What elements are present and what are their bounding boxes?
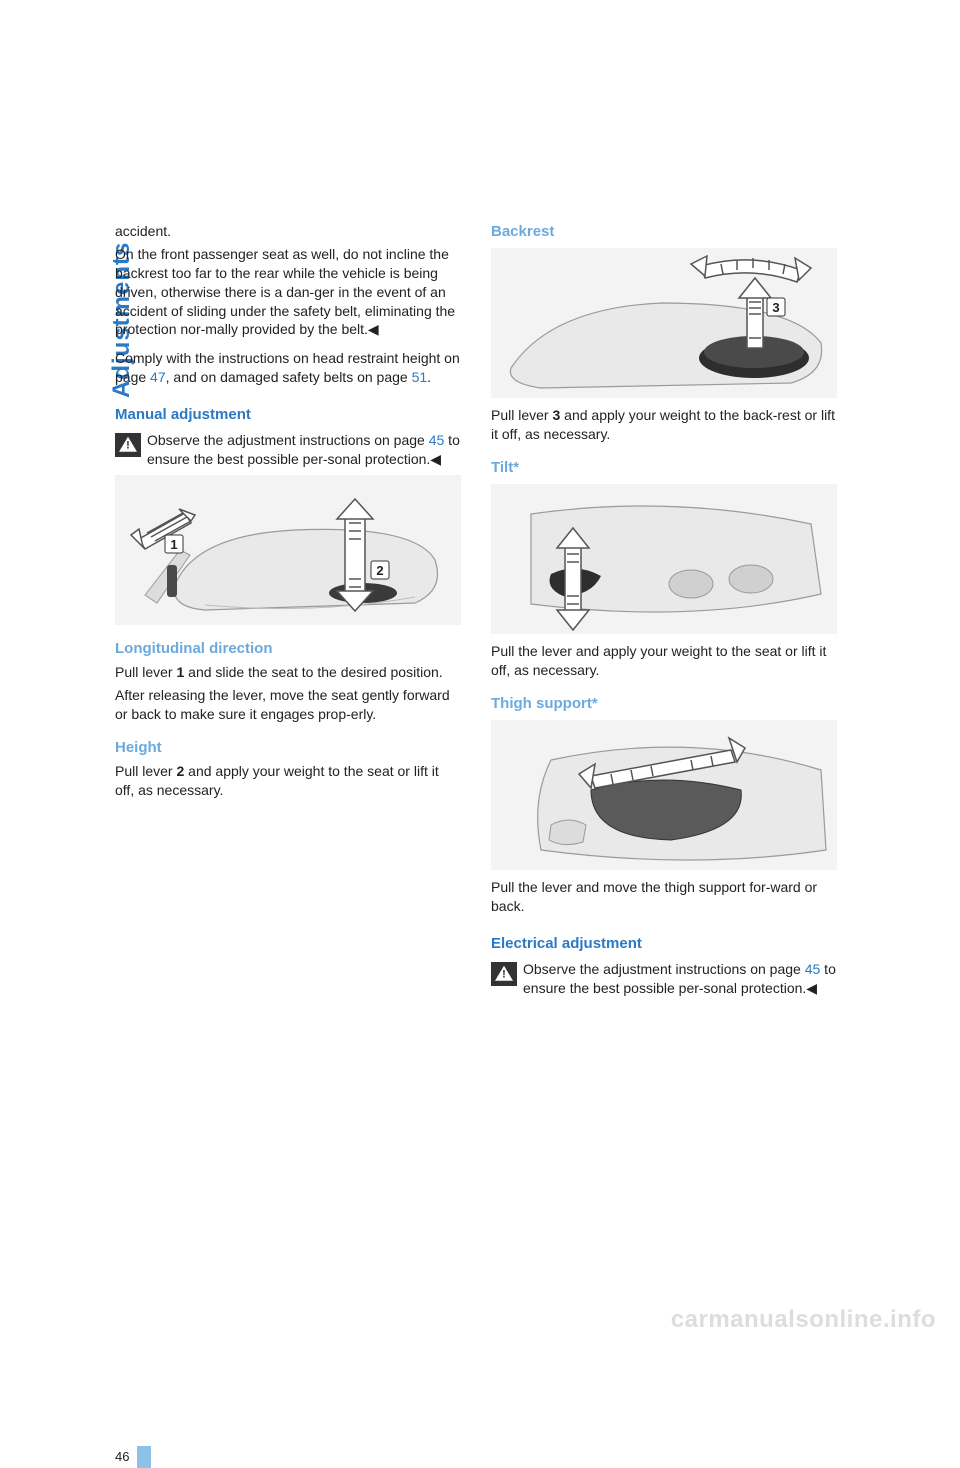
- end-mark: ◀: [806, 980, 817, 996]
- page-ref-45-b[interactable]: 45: [805, 961, 821, 977]
- warning-icon: [491, 962, 517, 986]
- manual-adjustment-heading: Manual adjustment: [115, 405, 461, 425]
- right-column: Backrest: [491, 222, 837, 998]
- page-number: 46: [115, 1446, 151, 1468]
- page-number-text: 46: [115, 1448, 129, 1466]
- figure-longitudinal-height: 1 2: [115, 475, 461, 625]
- figure-label-2: 2: [376, 563, 383, 578]
- intro-para-3: Comply with the instructions on head res…: [115, 349, 461, 387]
- intro-p3-b: , and on damaged safety belts on page: [166, 369, 412, 385]
- backrest-p1: Pull lever 3 and apply your weight to th…: [491, 406, 837, 444]
- thigh-heading: Thigh support*: [491, 694, 837, 714]
- tilt-p1: Pull the lever and apply your weight to …: [491, 642, 837, 680]
- electrical-warning: Observe the adjustment instructions on p…: [491, 960, 837, 998]
- page-ref-45[interactable]: 45: [429, 432, 445, 448]
- elec-warn-a: Observe the adjustment instructions on p…: [523, 961, 805, 977]
- intro-para-2: On the front passenger seat as well, do …: [115, 245, 461, 339]
- end-mark: ◀: [430, 451, 441, 467]
- warning-icon: [115, 433, 141, 457]
- intro-p3-c: .: [427, 369, 431, 385]
- figure-thigh: [491, 720, 837, 870]
- backrest-heading: Backrest: [491, 222, 837, 242]
- page-content: accident. On the front passenger seat as…: [115, 222, 855, 998]
- page-ref-51[interactable]: 51: [412, 369, 428, 385]
- watermark: carmanualsonline.info: [671, 1306, 936, 1334]
- page-number-bar: [137, 1446, 151, 1468]
- figure-tilt: [491, 484, 837, 634]
- left-column: accident. On the front passenger seat as…: [115, 222, 461, 998]
- thigh-p1: Pull the lever and move the thigh suppor…: [491, 878, 837, 916]
- figure-backrest: 3: [491, 248, 837, 398]
- intro-p2-text: On the front passenger seat as well, do …: [115, 246, 455, 338]
- manual-warning: Observe the adjustment instructions on p…: [115, 431, 461, 469]
- figure-label-1: 1: [170, 537, 177, 552]
- page-ref-47[interactable]: 47: [150, 369, 166, 385]
- longitudinal-p1: Pull lever 1 and slide the seat to the d…: [115, 663, 461, 682]
- figure-label-3: 3: [772, 300, 779, 315]
- longitudinal-heading: Longitudinal direction: [115, 639, 461, 659]
- longitudinal-p2: After releasing the lever, move the seat…: [115, 686, 461, 724]
- manual-warn-a: Observe the adjustment instructions on p…: [147, 432, 429, 448]
- height-heading: Height: [115, 738, 461, 758]
- intro-line-1: accident.: [115, 222, 461, 241]
- height-p1: Pull lever 2 and apply your weight to th…: [115, 762, 461, 800]
- end-mark: ◀: [368, 321, 379, 337]
- tilt-heading: Tilt*: [491, 458, 837, 478]
- electrical-adjustment-heading: Electrical adjustment: [491, 934, 837, 954]
